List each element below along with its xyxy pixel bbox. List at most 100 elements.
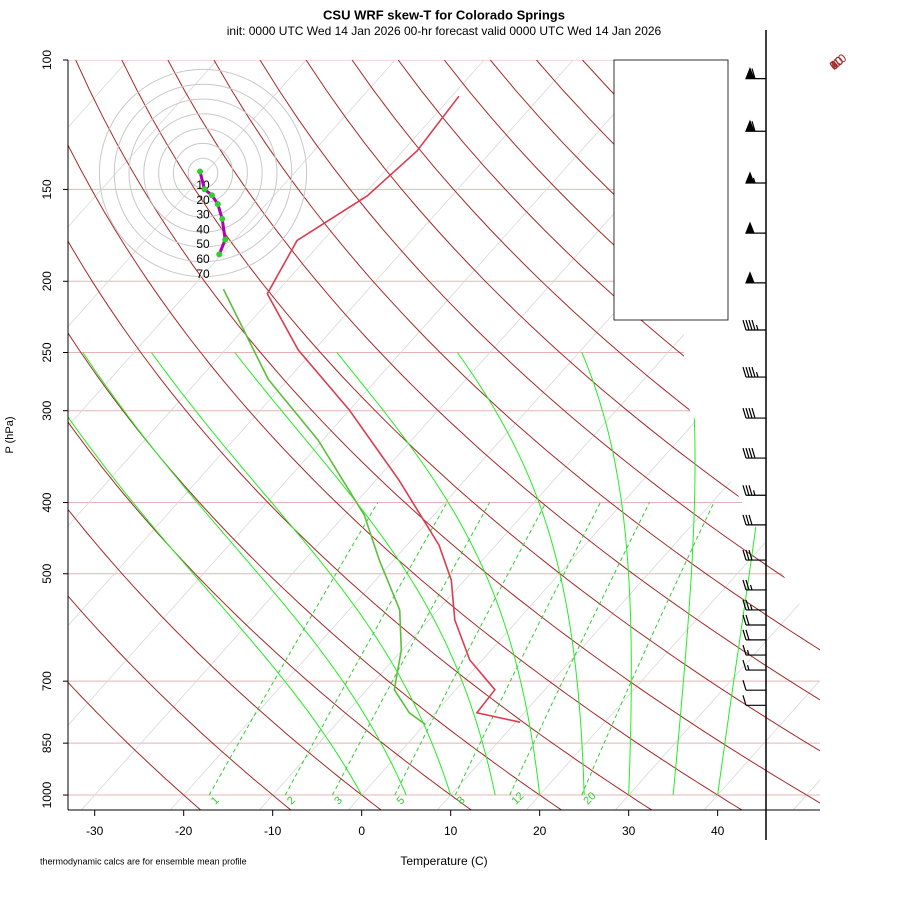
wind-barb [745,119,766,132]
moist-adiabat [581,352,632,795]
temperature-profile [266,95,521,723]
hodograph-ring-label: 60 [196,252,210,266]
x-tick-label: -20 [175,824,193,838]
info-box [613,59,729,321]
y-tick-label: 300 [40,400,54,420]
hodograph-ring [172,142,234,204]
y-tick-label: 250 [40,342,54,362]
y-tick-label: 100 [40,50,54,70]
wind-barb [742,629,766,641]
mixing-ratio-line [208,502,379,796]
wind-barb [742,579,766,591]
isotherm [68,60,574,810]
dry-adiabat [121,60,820,810]
mixing-ratio-label: 1 [209,794,222,807]
mixing-ratio-label: 12 [509,790,526,807]
moist-adiabat [672,352,696,796]
hodograph-point [219,215,226,222]
dry-adiabat [68,60,563,810]
chart-subtitle: init: 0000 UTC Wed 14 Jan 2026 00-hr for… [227,24,662,38]
mixing-ratio-label: 2 [285,794,298,807]
hodograph-ring-label: 40 [196,222,210,236]
wind-barb [742,549,766,561]
wind-barb [742,319,766,331]
isotherm [68,60,218,810]
isotherm [68,60,485,810]
hodograph-ring [128,98,278,248]
background-lines [68,60,820,810]
wind-barb [742,614,766,626]
chart-title: CSU WRF skew-T for Colorado Springs [323,7,565,22]
mixing-ratio-line [509,502,650,796]
y-tick-label: 400 [40,492,54,512]
y-tick-label: 150 [40,179,54,199]
x-tick-label: -30 [86,824,104,838]
moist-adiabat [82,352,407,796]
x-tick-label: 40 [711,824,725,838]
dry-adiabat [68,60,293,810]
wind-barb [742,695,766,706]
hodograph-point [214,201,221,208]
wind-barb [745,171,766,184]
dry-adiabat [75,60,820,810]
mixing-ratio-label: 8 [455,794,468,807]
x-tick-label: -10 [264,824,282,838]
y-tick-label: 1000 [40,781,54,808]
hodograph-point [208,192,215,199]
isotherm [68,60,663,810]
y-tick-label: 850 [40,733,54,753]
isotherm [525,60,820,810]
moist-adiabat [150,352,452,796]
wind-barb [742,599,766,611]
dry-adiabat [720,60,820,810]
dry-adiabat [68,60,383,810]
isotherm [169,60,820,810]
wind-barb [742,485,766,496]
wind-barb [745,271,766,284]
dry-adiabat [213,60,820,810]
dry-adiabat [68,60,744,810]
mixing-ratio-line [581,502,715,796]
moist-adiabat [68,352,363,796]
hodograph-point [216,251,223,258]
wind-barb [742,644,766,656]
mixing-ratio-line [284,502,448,796]
hodograph-ring [158,128,248,218]
hodograph-ring-label: 50 [196,237,210,251]
hodograph-ring-label: 30 [196,208,210,222]
y-tick-label: 700 [40,671,54,691]
moist-adiabat [234,352,496,796]
isotherm [614,60,820,810]
mixing-ratio-line [454,502,601,796]
hodograph-ring-label: 20 [196,193,210,207]
wind-barb [742,679,766,691]
hodograph-ring [113,83,293,263]
isotherm [68,60,307,810]
wind-barb [742,659,766,671]
y-tick-label: 200 [40,271,54,291]
dry-adiabat [766,60,820,810]
isotherm [68,60,396,810]
dewpoint-profile [222,288,426,726]
isotherm [703,60,820,810]
hodograph-ring [143,113,263,233]
wind-barb [742,514,766,526]
wind-barb [742,447,766,459]
dry-adiabat [68,60,473,810]
isotherm [792,60,820,810]
x-tick-label: 30 [622,824,636,838]
hodograph-point [201,186,208,193]
isotherm [68,60,129,810]
dry-adiabat [351,60,820,810]
hodograph-point [222,236,229,243]
wind-barb [745,221,766,234]
x-tick-label: 10 [444,824,458,838]
dry-adiabat [259,60,820,810]
footnote: thermodynamic calcs are for ensemble mea… [40,856,247,866]
mixing-ratio-label: 3 [332,794,345,807]
mixing-ratio-line [331,502,491,796]
wind-barb [742,407,766,419]
mixing-ratio-label: 5 [394,794,407,807]
x-tick-label: 0 [358,824,365,838]
x-tick-label: 20 [533,824,547,838]
